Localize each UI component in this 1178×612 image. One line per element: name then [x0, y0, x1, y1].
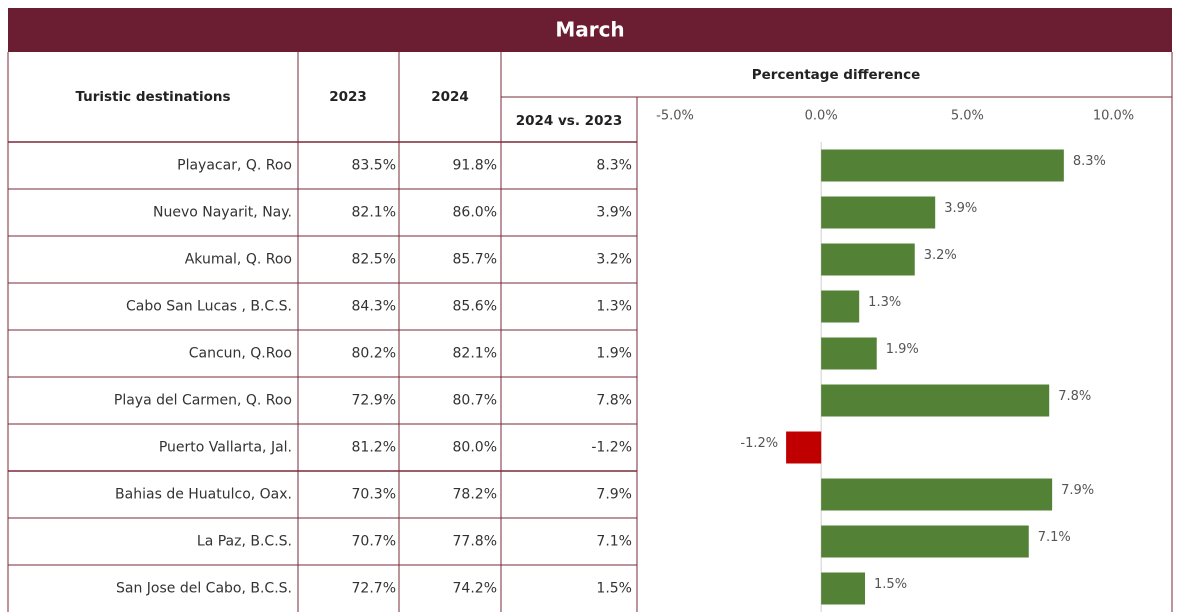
bar [821, 243, 915, 276]
bar [821, 478, 1053, 511]
bar [821, 149, 1064, 182]
title-bar [8, 8, 1172, 52]
bar [821, 196, 936, 229]
bar-label: 7.9% [1061, 483, 1094, 498]
diff-cell: 3.2% [596, 252, 632, 268]
x-tick-label: -5.0% [656, 109, 694, 124]
diff-cell: 8.3% [596, 158, 632, 174]
diff-cell: 7.8% [596, 393, 632, 409]
table-lines [7, 52, 1173, 612]
cell-value: 84.3% [352, 299, 396, 315]
cell-value: 82.1% [453, 346, 497, 362]
destination: San Jose del Cabo, B.C.S. [116, 581, 292, 597]
x-tick-label: 0.0% [805, 109, 838, 124]
cell-value: 85.6% [453, 299, 497, 315]
bar-label: 1.5% [874, 577, 907, 592]
cell-value: 70.7% [352, 534, 396, 550]
destination: Cancun, Q.Roo [189, 346, 292, 362]
cell-value: 72.7% [352, 581, 396, 597]
cell-value: 78.2% [453, 487, 497, 503]
cell-value: 91.8% [453, 158, 497, 174]
diff-cell: 1.9% [596, 346, 632, 362]
diff-cell: -1.2% [591, 440, 632, 456]
cell-value: 86.0% [453, 205, 497, 221]
diff-cell: 7.1% [596, 534, 632, 550]
bar [821, 290, 860, 323]
bar-label: -1.2% [740, 436, 778, 451]
destination: Cabo San Lucas , B.C.S. [126, 299, 292, 315]
cell-value: 80.0% [453, 440, 497, 456]
bar [821, 525, 1029, 558]
header-destinations: Turistic destinations [75, 89, 230, 105]
cell-value: 74.2% [453, 581, 497, 597]
bar [821, 337, 877, 370]
destination: Bahias de Huatulco, Oax. [115, 487, 292, 503]
diff-cell: 3.9% [596, 205, 632, 221]
cell-value: 80.7% [453, 393, 497, 409]
bar-label: 7.8% [1058, 389, 1091, 404]
diff-cell: 1.3% [596, 299, 632, 315]
bar-label: 1.3% [868, 295, 901, 310]
bar-label: 7.1% [1038, 530, 1071, 545]
bar [821, 572, 866, 605]
header-2024: 2024 [431, 89, 469, 105]
cell-value: 77.8% [453, 534, 497, 550]
destination: Playa del Carmen, Q. Roo [114, 393, 292, 409]
destination: Playacar, Q. Roo [177, 158, 292, 174]
bar-label: 1.9% [886, 342, 919, 357]
cell-value: 82.5% [352, 252, 396, 268]
bar-label: 8.3% [1073, 154, 1106, 169]
header-diff: Percentage difference [752, 67, 921, 83]
destination: Akumal, Q. Roo [185, 252, 292, 268]
destination: Nuevo Nayarit, Nay. [153, 205, 292, 221]
cell-value: 81.2% [352, 440, 396, 456]
bar [821, 384, 1050, 417]
bar-label: 3.9% [944, 201, 977, 216]
cell-value: 70.3% [352, 487, 396, 503]
x-tick-label: 10.0% [1093, 109, 1134, 124]
destination: Puerto Vallarta, Jal. [159, 440, 292, 456]
header-diff-sub: 2024 vs. 2023 [516, 113, 623, 129]
cell-value: 82.1% [352, 205, 396, 221]
header-2023: 2023 [329, 89, 367, 105]
bar [786, 431, 822, 464]
cell-value: 83.5% [352, 158, 396, 174]
x-tick-label: 5.0% [951, 109, 984, 124]
cell-value: 85.7% [453, 252, 497, 268]
title: March [555, 18, 624, 42]
cell-value: 72.9% [352, 393, 396, 409]
bar-label: 3.2% [924, 248, 957, 263]
destination: La Paz, B.C.S. [197, 534, 292, 550]
diff-cell: 1.5% [596, 581, 632, 597]
diff-cell: 7.9% [596, 487, 632, 503]
cell-value: 80.2% [352, 346, 396, 362]
